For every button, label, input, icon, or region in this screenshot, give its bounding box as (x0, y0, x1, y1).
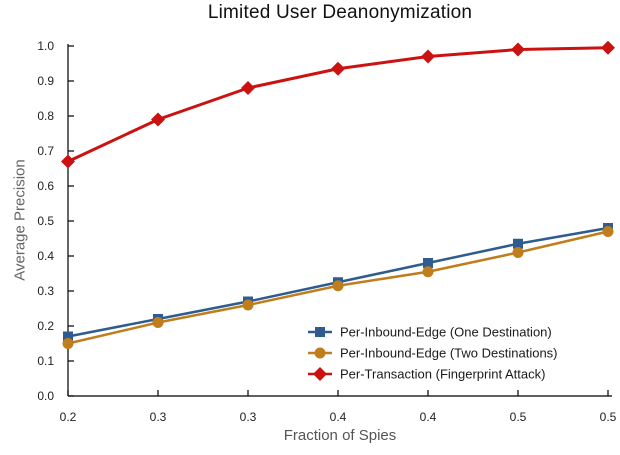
legend-label: Per-Inbound-Edge (Two Destinations) (340, 346, 558, 361)
diamond-marker (601, 40, 615, 55)
circle-marker (62, 338, 74, 349)
circle-marker (602, 226, 614, 237)
y-tick-label: 0.9 (37, 74, 54, 88)
y-tick-label: 0.2 (37, 319, 54, 333)
y-tick-label: 0.1 (37, 354, 54, 368)
x-tick-label: 0.3 (150, 410, 167, 424)
x-tick-label: 0.4 (420, 410, 437, 424)
circle-marker (242, 299, 254, 311)
diamond-marker (421, 49, 435, 64)
square-marker (315, 327, 325, 337)
y-tick-label: 0.5 (37, 214, 54, 228)
x-tick-label: 0.3 (240, 410, 257, 424)
square-marker (423, 258, 433, 268)
diamond-marker (313, 367, 327, 381)
y-tick-label: 0.6 (37, 179, 54, 193)
y-tick-label: 1.0 (37, 39, 54, 53)
y-tick-label: 0.8 (37, 109, 54, 123)
x-tick-label: 0.2 (60, 410, 77, 424)
diamond-marker (331, 61, 345, 76)
diamond-marker (151, 112, 165, 127)
circle-marker (422, 266, 434, 278)
circle-marker (332, 280, 344, 292)
square-marker (513, 238, 523, 249)
diamond-marker (61, 154, 75, 169)
circle-marker (314, 347, 326, 359)
y-tick-label: 0.4 (37, 249, 54, 263)
x-tick-label: 0.5 (600, 410, 617, 424)
x-axis-label: Fraction of Spies (283, 427, 397, 444)
legend-label: Per-Transaction (Fingerprint Attack) (340, 367, 545, 382)
circle-marker (152, 317, 164, 328)
y-tick-label: 0.0 (37, 389, 54, 403)
y-tick-label: 0.7 (37, 144, 54, 158)
chart-title: Limited User Deanonymization (207, 2, 473, 23)
y-tick-label: 0.3 (37, 284, 54, 298)
legend-label: Per-Inbound-Edge (One Destination) (340, 325, 552, 340)
square-marker (63, 331, 73, 342)
circle-marker (512, 247, 524, 258)
diamond-marker (241, 81, 255, 95)
x-tick-label: 0.5 (510, 410, 527, 424)
x-tick-label: 0.4 (330, 410, 347, 424)
diamond-marker (511, 42, 525, 57)
